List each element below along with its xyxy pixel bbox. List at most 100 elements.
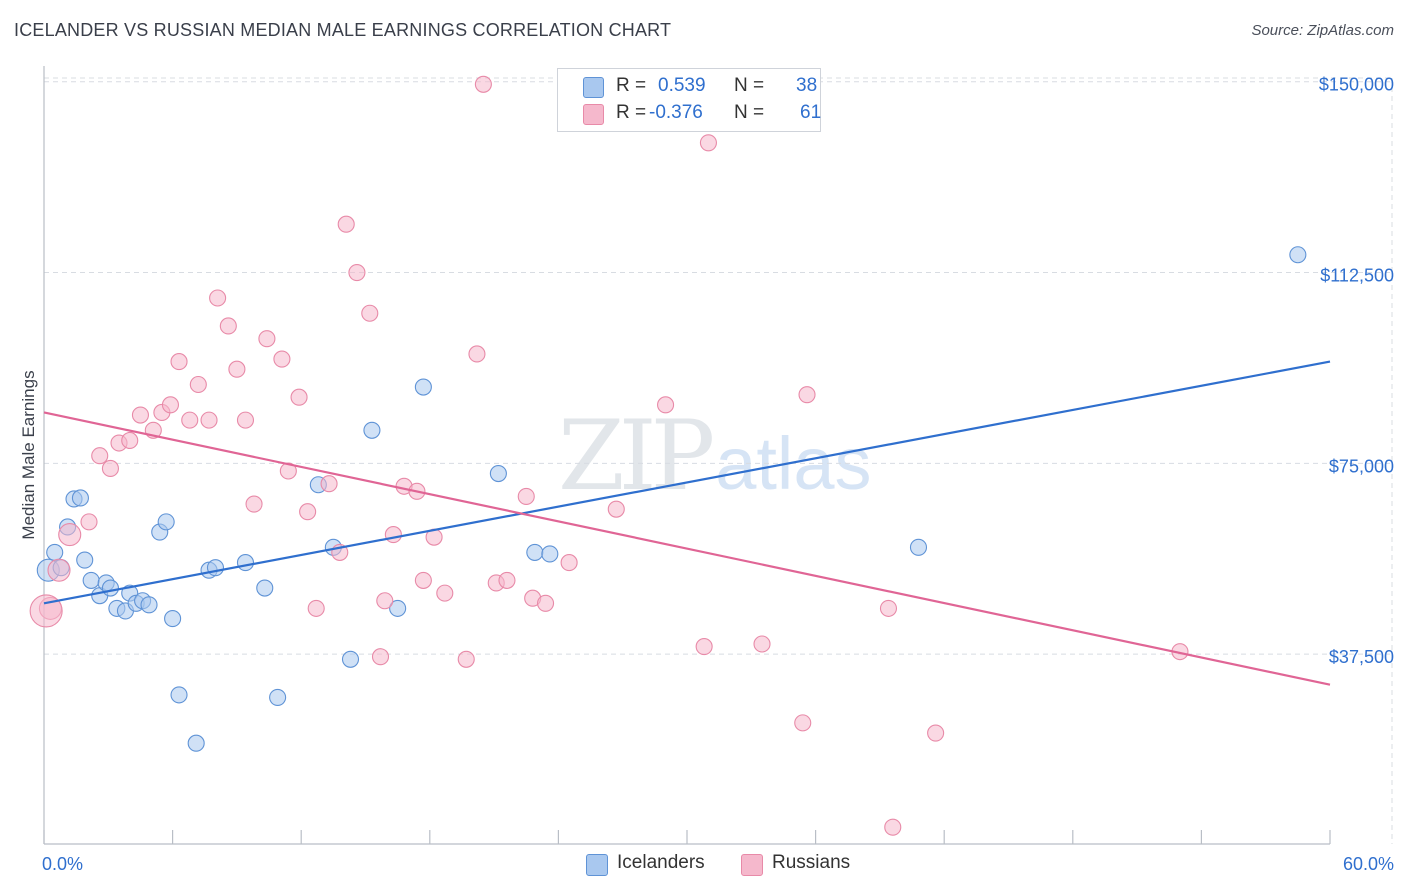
russians-point — [273, 350, 291, 368]
russians-trend-line — [43, 411, 1331, 686]
legend-n-value-russians: 61 — [800, 102, 822, 123]
russians-point — [258, 330, 276, 348]
x-tick-label: 0.0% — [42, 854, 83, 874]
icelanders-point — [1289, 246, 1307, 264]
russians-point — [468, 345, 486, 363]
y-tick-label: $75,000 — [1329, 456, 1394, 476]
russians-point — [884, 818, 902, 836]
icelanders-point — [363, 421, 381, 439]
icelanders-point — [71, 489, 89, 507]
legend-swatch-russians — [583, 104, 604, 125]
bottom-legend-swatch-russians — [741, 854, 763, 876]
russians-point — [236, 411, 255, 429]
russians-point — [170, 353, 188, 371]
russians-point — [200, 411, 218, 429]
russians-point — [228, 360, 246, 378]
bottom-legend-swatch-icelanders — [586, 854, 608, 876]
russians-point — [384, 526, 402, 544]
russians-point — [29, 594, 63, 628]
icelanders-point — [389, 599, 407, 617]
russians-point — [361, 304, 379, 322]
russians-point — [91, 447, 109, 465]
russians-point — [348, 264, 366, 282]
russians-point — [101, 459, 119, 478]
russians-point — [560, 554, 578, 572]
russians-point — [927, 724, 945, 742]
russians-point — [161, 396, 180, 414]
icelanders-trend-line — [43, 360, 1331, 605]
russians-point — [189, 375, 207, 394]
russians-point — [798, 386, 816, 404]
russians-point — [80, 513, 98, 531]
russians-point — [436, 584, 454, 602]
russians-point — [219, 317, 237, 335]
y-tick-label: $37,500 — [1329, 647, 1394, 667]
russians-point — [290, 388, 308, 406]
legend-swatch-icelanders — [583, 77, 604, 98]
russians-point — [337, 215, 355, 233]
russians-point — [517, 487, 535, 505]
icelanders-point — [909, 538, 928, 556]
watermark-zip: ZIP — [558, 400, 715, 512]
russians-point — [498, 571, 516, 589]
legend-r-value-icelanders: 0.539 — [658, 75, 706, 96]
legend-n-label: N = — [734, 102, 765, 123]
legend-n-label: N = — [734, 75, 765, 96]
legend-r-label: R = — [616, 75, 647, 96]
russians-point — [879, 599, 898, 617]
icelanders-point — [76, 551, 94, 569]
icelanders-point — [541, 545, 559, 563]
russians-point — [121, 431, 139, 450]
source-label: Source: ZipAtlas.com — [1251, 22, 1394, 39]
russians-point — [536, 594, 555, 612]
chart-title: ICELANDER VS RUSSIAN MEDIAN MALE EARNING… — [14, 20, 672, 40]
bottom-legend-label-icelanders: Icelanders — [617, 852, 705, 873]
icelanders-point — [157, 513, 175, 531]
russians-point — [457, 650, 475, 668]
russians-point — [131, 406, 149, 424]
russians-point — [414, 571, 432, 589]
russians-point — [307, 599, 325, 617]
icelanders-point — [164, 610, 182, 628]
icelanders-point — [187, 734, 205, 752]
russians-point — [58, 523, 82, 547]
y-axis-label: Median Male Earnings — [19, 370, 38, 539]
legend-n-value-icelanders: 38 — [796, 75, 818, 96]
icelanders-point — [140, 596, 158, 614]
icelanders-point — [101, 579, 119, 597]
russians-point — [753, 635, 771, 653]
russians-point — [794, 714, 812, 732]
icelanders-point — [489, 464, 507, 483]
russians-point — [299, 503, 317, 521]
icelanders-point — [46, 543, 64, 561]
russians-point — [607, 500, 625, 518]
icelanders-point — [236, 554, 255, 572]
russians-point — [376, 592, 394, 610]
correlation-legend: R = 0.539 N = 38 R = -0.376 N = 61 — [557, 68, 821, 132]
bottom-legend-label-russians: Russians — [772, 852, 851, 873]
russians-point — [209, 289, 227, 307]
legend-r-label: R = — [616, 102, 647, 123]
russians-point — [695, 638, 713, 656]
icelanders-point — [414, 378, 432, 396]
icelanders-point — [269, 688, 287, 706]
icelanders-point — [82, 571, 100, 589]
russians-point — [657, 396, 675, 414]
x-tick-label: 60.0% — [1343, 854, 1394, 874]
icelanders-point — [256, 579, 274, 597]
y-tick-label: $150,000 — [1319, 75, 1394, 95]
russians-point — [47, 558, 71, 582]
russians-point — [279, 462, 297, 480]
russians-point — [371, 648, 390, 666]
y-tick-label: $112,500 — [1320, 266, 1394, 286]
icelanders-point — [170, 686, 188, 704]
legend-r-value-russians: -0.376 — [649, 102, 703, 123]
russians-point — [699, 134, 717, 152]
icelanders-point — [526, 543, 544, 561]
russians-point — [320, 475, 338, 493]
russians-point — [474, 75, 492, 93]
icelanders-point — [206, 559, 225, 577]
russians-point — [245, 495, 263, 513]
russians-point — [181, 411, 199, 429]
